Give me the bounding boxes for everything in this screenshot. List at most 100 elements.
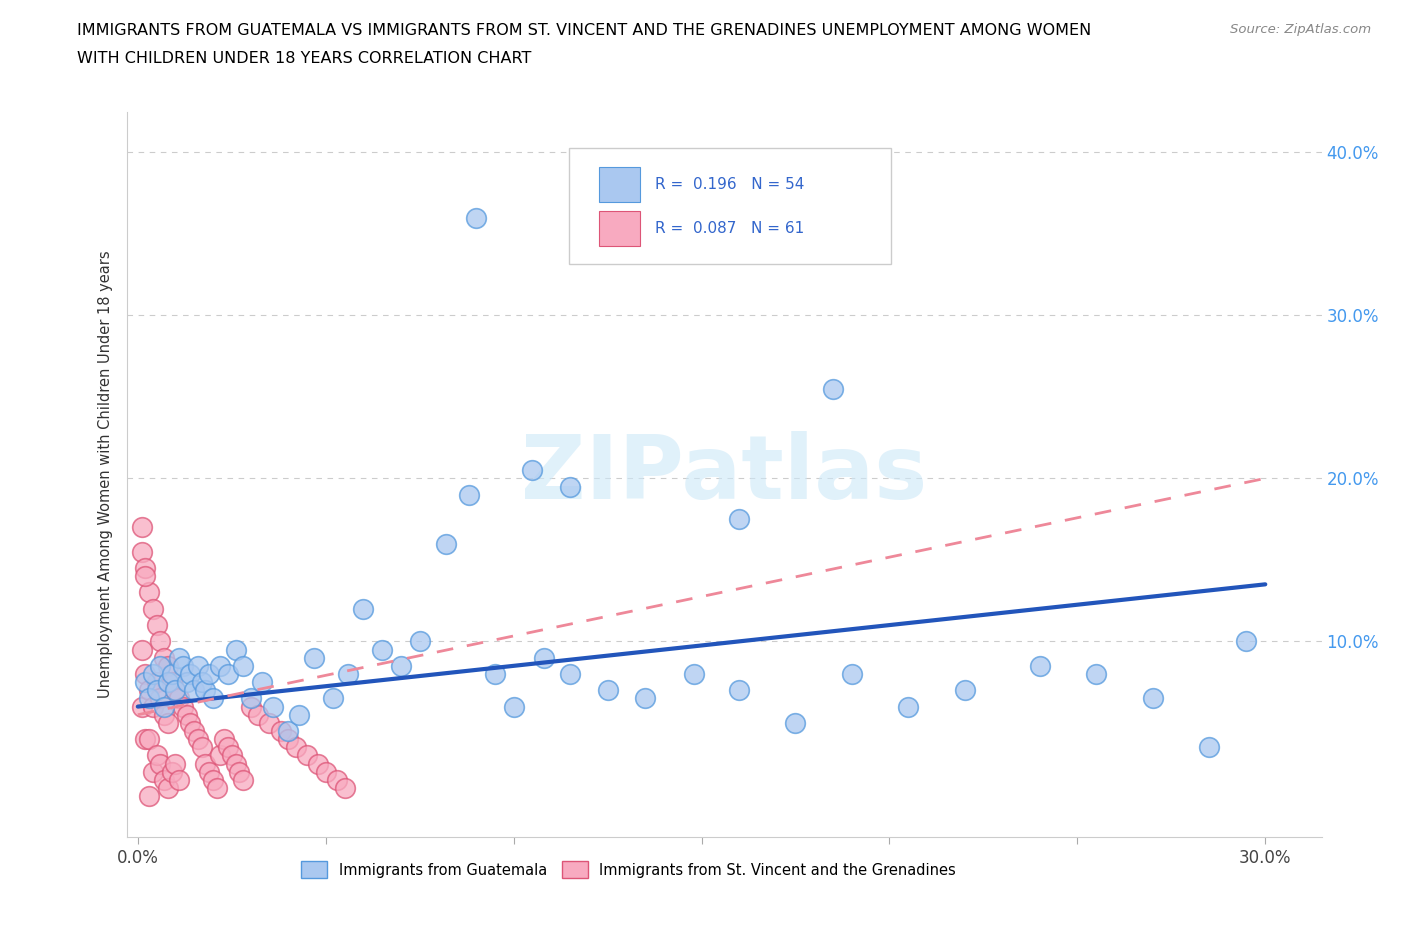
Point (156, 674, 179, 689)
Point (149, 691, 172, 706)
Point (389, 658, 412, 673)
Point (176, 674, 198, 689)
Point (295, 748, 318, 763)
Point (142, 602, 165, 617)
Point (134, 667, 156, 682)
Point (408, 634, 430, 649)
Text: Source: ZipAtlas.com: Source: ZipAtlas.com (1230, 23, 1371, 36)
Point (277, 724, 299, 738)
Point (138, 789, 160, 804)
Point (134, 674, 156, 689)
Text: ZIPatlas: ZIPatlas (522, 431, 927, 518)
Point (183, 724, 205, 738)
Point (953, 683, 976, 698)
Point (262, 699, 284, 714)
Text: IMMIGRANTS FROM GUATEMALA VS IMMIGRANTS FROM ST. VINCENT AND THE GRENADINES UNEM: IMMIGRANTS FROM GUATEMALA VS IMMIGRANTS … (77, 23, 1091, 38)
Point (153, 773, 176, 788)
Point (190, 740, 212, 755)
Point (841, 667, 863, 682)
Point (201, 773, 224, 788)
Point (145, 748, 167, 763)
Point (183, 683, 205, 698)
Point (156, 658, 179, 673)
Point (176, 708, 198, 723)
Point (1198, 740, 1220, 755)
Point (160, 764, 183, 779)
Text: WITH CHILDREN UNDER 18 YEARS CORRELATION CHART: WITH CHILDREN UNDER 18 YEARS CORRELATION… (77, 51, 531, 66)
Point (138, 732, 160, 747)
Point (209, 748, 232, 763)
Point (307, 756, 329, 771)
Bar (599, 211, 641, 246)
Point (205, 780, 228, 795)
Point (134, 569, 156, 584)
Point (270, 724, 292, 738)
Point (172, 699, 194, 714)
Point (558, 479, 581, 494)
Point (165, 756, 187, 771)
Point (160, 674, 183, 689)
Point (221, 748, 243, 763)
Point (138, 691, 160, 706)
Point (277, 732, 299, 747)
Legend: Immigrants from Guatemala, Immigrants from St. Vincent and the Grenadines: Immigrants from Guatemala, Immigrants fr… (295, 856, 962, 884)
Point (156, 715, 179, 730)
Point (138, 585, 160, 600)
Point (194, 756, 217, 771)
Point (167, 650, 190, 665)
Point (596, 683, 619, 698)
Point (131, 642, 153, 657)
Point (153, 708, 176, 723)
Point (337, 667, 360, 682)
Point (149, 756, 172, 771)
Point (142, 699, 165, 714)
Point (502, 699, 524, 714)
Point (156, 780, 179, 795)
Point (897, 699, 920, 714)
Point (315, 764, 337, 779)
Point (198, 764, 221, 779)
Point (165, 683, 187, 698)
Point (179, 667, 201, 682)
Point (165, 683, 187, 698)
Point (187, 658, 209, 673)
Point (457, 487, 479, 502)
Point (232, 773, 254, 788)
Point (247, 708, 270, 723)
Point (149, 658, 172, 673)
Point (333, 780, 356, 795)
Point (131, 520, 153, 535)
Text: R =  0.087   N = 61: R = 0.087 N = 61 (655, 221, 804, 236)
Point (239, 699, 262, 714)
Point (225, 642, 247, 657)
Point (823, 381, 845, 396)
Point (160, 667, 183, 682)
Point (250, 674, 273, 689)
Point (484, 667, 506, 682)
Point (149, 634, 172, 649)
Text: R =  0.196   N = 54: R = 0.196 N = 54 (655, 178, 804, 193)
Point (533, 650, 555, 665)
Point (134, 732, 156, 747)
Point (1142, 691, 1164, 706)
Point (142, 764, 165, 779)
Point (167, 773, 190, 788)
Point (288, 708, 311, 723)
Point (1085, 667, 1108, 682)
FancyBboxPatch shape (568, 148, 891, 264)
Point (131, 699, 153, 714)
Point (194, 683, 217, 698)
Point (201, 691, 224, 706)
Point (728, 512, 751, 526)
Point (728, 683, 751, 698)
Point (304, 650, 326, 665)
Point (465, 210, 488, 225)
Point (217, 740, 239, 755)
Point (153, 699, 176, 714)
Point (558, 667, 581, 682)
Point (198, 667, 221, 682)
Point (1236, 634, 1258, 649)
Point (683, 667, 706, 682)
Point (239, 691, 262, 706)
Point (153, 650, 176, 665)
